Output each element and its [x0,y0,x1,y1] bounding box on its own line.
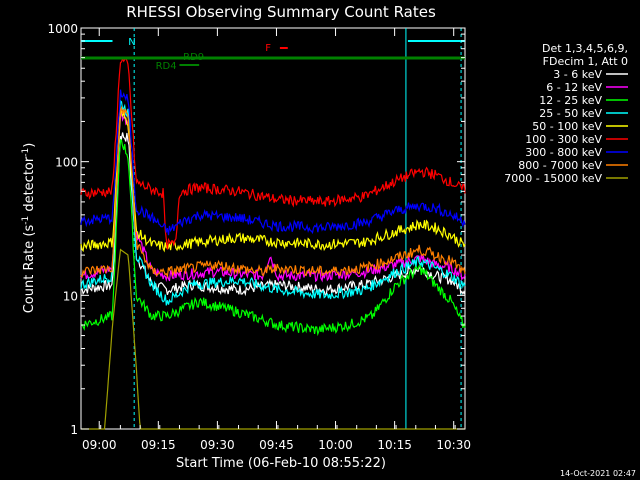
y-tick-label-2: 100 [55,156,78,170]
annotation-label-1: RD9 [183,52,204,63]
series-line-6 [80,89,466,236]
legend-header-2: FDecim 1, Att 0 [543,55,628,68]
y-tick-label-0: 1 [70,423,78,437]
legend-label-7: 800 - 7000 keV [518,159,602,172]
annotation-label-0: N [128,37,135,48]
y-axis-label-main: Count Rate (s [22,225,37,314]
x-tick-label-5: 10:15 [377,438,412,452]
series-line-1 [80,111,466,283]
series-line-8 [81,248,465,430]
series-line-2 [80,138,466,337]
x-tick-label-3: 09:45 [259,438,294,452]
legend-label-2: 12 - 25 keV [539,94,602,107]
legend: Det 1,3,4,5,6,9,FDecim 1, Att 03 - 6 keV… [504,42,628,185]
legend-label-1: 6 - 12 keV [546,81,602,94]
annotation-label-3: F [265,43,271,54]
x-tick-label-4: 10:00 [318,438,353,452]
series-line-7 [80,105,466,279]
annotation-label-2: RD4 [156,61,177,72]
annotation-layer: N RD9 RD4 F [81,37,465,72]
y-axis-label-sup2: -1 [21,148,31,157]
x-tick-label-2: 09:30 [200,438,235,452]
y-axis-label: Count Rate (s-1 detector-1) [21,143,37,314]
x-axis-label: Start Time (06-Feb-10 08:55:22) [176,456,386,471]
timestamp: 14-Oct-2021 02:47 [560,469,636,478]
y-tick-label-1: 10 [63,289,78,303]
x-tick-label-1: 09:15 [141,438,176,452]
y-axis-label-mid: detector [22,156,37,216]
legend-label-6: 300 - 800 keV [525,146,602,159]
series-layer [80,56,466,430]
legend-header-1: Det 1,3,4,5,6,9, [542,42,628,55]
y-tick-label-3: 1000 [47,22,78,36]
legend-label-4: 50 - 100 keV [532,120,602,133]
series-line-4 [80,109,466,253]
legend-label-5: 100 - 300 keV [525,133,602,146]
legend-label-8: 7000 - 15000 keV [504,172,602,185]
x-tick-label-0: 09:00 [82,438,117,452]
tick-layer: 09:00 09:15 09:30 09:45 10:00 10:15 10:30 1 10 10… [47,22,471,452]
x-tick-label-6: 10:30 [436,438,471,452]
series-line-5 [80,56,466,250]
series-line-3 [80,99,466,306]
legend-label-3: 25 - 50 keV [539,107,602,120]
legend-label-0: 3 - 6 keV [553,68,602,81]
y-axis-label-end: ) [22,143,37,148]
y-axis-label-sup1: -1 [21,216,31,225]
chart-title: RHESSI Observing Summary Count Rates [126,3,436,21]
